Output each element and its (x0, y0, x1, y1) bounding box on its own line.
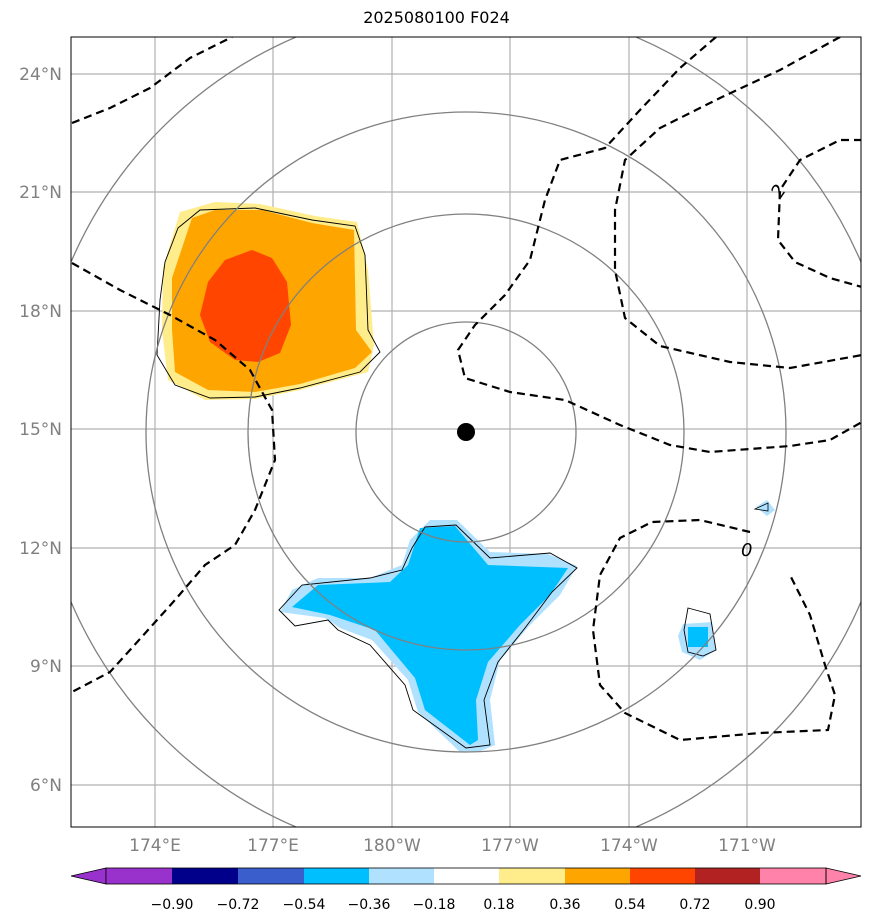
colorbar-tick-label: −0.36 (348, 897, 391, 913)
lat-label: 24°N (19, 65, 62, 85)
negative-anomaly-region (278, 500, 775, 752)
lat-label: 21°N (19, 183, 62, 203)
colorbar-tick-label: 0.90 (744, 897, 775, 913)
colorbar-tick-label: 0.36 (549, 897, 580, 913)
lat-label: 9°N (30, 657, 62, 677)
map-area: 2 0 (71, 37, 861, 827)
colorbar-tick-label: −0.54 (283, 897, 326, 913)
colorbar-extend-high (825, 867, 862, 885)
colorbar-bin (760, 868, 826, 884)
colorbar-extend-low (70, 867, 107, 885)
lon-label: 174°W (600, 836, 658, 856)
colorbar (70, 867, 862, 885)
lon-label: 174°E (129, 836, 181, 856)
colorbar-tick-label: −0.18 (413, 897, 456, 913)
lat-label: 18°N (19, 302, 62, 322)
colorbar-bin (499, 868, 565, 884)
longitude-labels: 174°E 177°E 180°W 177°W 174°W 171°W (129, 836, 776, 856)
colorbar-tick-label: −0.72 (217, 897, 260, 913)
plot-title: 2025080100 F024 (363, 8, 510, 27)
colorbar-ticks: −0.90 −0.72 −0.54 −0.36 −0.18 0.18 0.36 … (151, 897, 776, 913)
contour-label-2: 2 (767, 181, 791, 202)
colorbar-tick-label: 0.72 (679, 897, 710, 913)
lon-label: 177°W (481, 836, 539, 856)
colorbar-tick-label: 0.54 (614, 897, 645, 913)
colorbar-bin (434, 868, 499, 884)
dashed-contours (71, 37, 861, 742)
colorbar-tick-label: 0.18 (483, 897, 514, 913)
colorbar-bin (369, 868, 434, 884)
positive-anomaly-region (156, 202, 381, 400)
lon-label: 180°W (363, 836, 421, 856)
lon-label: 171°W (718, 836, 776, 856)
contour-label-0: 0 (741, 540, 752, 561)
distance-rings (71, 37, 861, 827)
colorbar-bin (106, 868, 172, 884)
lat-label: 15°N (19, 420, 62, 440)
colorbar-tick-label: −0.90 (151, 897, 194, 913)
colorbar-bin (304, 868, 369, 884)
colorbar-bin (695, 868, 760, 884)
storm-center-dot (457, 423, 475, 441)
colorbar-bin (238, 868, 304, 884)
colorbar-bin (565, 868, 630, 884)
colorbar-bin (172, 868, 238, 884)
colorbar-bin (630, 868, 695, 884)
latitude-labels: 24°N 21°N 18°N 15°N 12°N 9°N 6°N (19, 65, 62, 796)
lat-label: 12°N (19, 539, 62, 559)
map-frame (70, 36, 862, 828)
lon-label: 177°E (247, 836, 299, 856)
lat-label: 6°N (30, 776, 62, 796)
